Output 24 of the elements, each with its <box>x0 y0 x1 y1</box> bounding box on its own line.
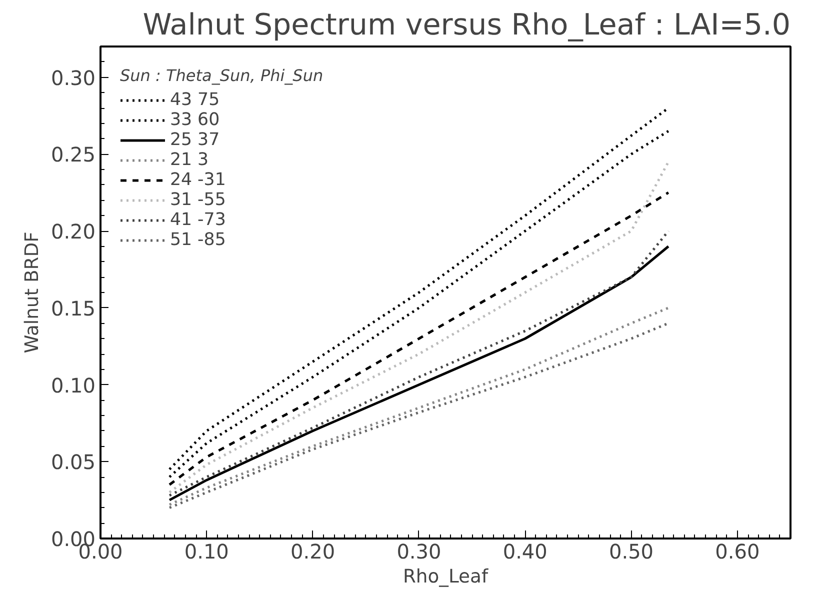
y-tick-label: 0.10 <box>50 373 96 398</box>
y-tick-label: 0.30 <box>50 66 96 90</box>
chart-title: Walnut Spectrum versus Rho_Leaf : LAI=5.0 <box>142 8 790 42</box>
y-tick-label: 0.25 <box>50 142 96 167</box>
legend-label: 43 75 <box>170 90 220 110</box>
y-axis-title: Walnut BRDF <box>22 232 43 354</box>
y-tick-label: 0.20 <box>50 220 96 244</box>
legend-label: 41 -73 <box>170 210 226 230</box>
x-tick-label: 0.30 <box>396 540 442 564</box>
y-tick-label: 0.05 <box>50 450 96 474</box>
x-tick-label: 0.50 <box>609 540 654 564</box>
legend-label: 31 -55 <box>170 190 226 210</box>
x-axis-title: Rho_Leaf <box>402 566 488 588</box>
x-tick-label: 0.20 <box>290 540 336 564</box>
legend-title: Sun : Theta_Sun, Phi_Sun <box>120 66 324 85</box>
legend-label: 21 3 <box>170 150 209 170</box>
legend-label: 24 -31 <box>170 170 226 190</box>
x-tick-label: 0.60 <box>715 540 760 564</box>
x-tick-label: 0.10 <box>184 540 229 564</box>
legend-label: 33 60 <box>170 110 220 130</box>
legend-label: 25 37 <box>170 130 220 150</box>
x-tick-label: 0.40 <box>502 540 548 564</box>
legend-label: 51 -85 <box>170 230 226 250</box>
y-tick-label: 0.15 <box>50 296 96 320</box>
